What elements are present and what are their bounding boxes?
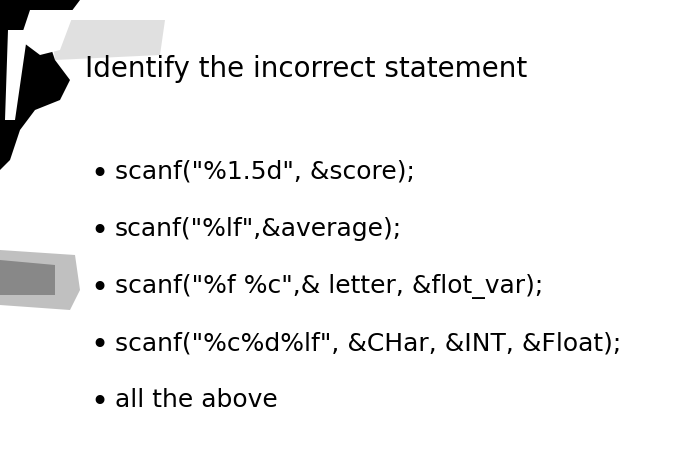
Text: Identify the incorrect statement: Identify the incorrect statement: [85, 55, 527, 83]
Text: •: •: [90, 217, 108, 246]
Text: scanf("%c%d%lf", &CHar, &INT, &Float);: scanf("%c%d%lf", &CHar, &INT, &Float);: [115, 331, 621, 355]
Text: scanf("%f %c",& letter, &flot_var);: scanf("%f %c",& letter, &flot_var);: [115, 274, 543, 299]
Polygon shape: [50, 20, 165, 60]
Text: •: •: [90, 274, 108, 303]
Text: •: •: [90, 331, 108, 360]
Text: all the above: all the above: [115, 388, 277, 412]
Text: scanf("%1.5d", &score);: scanf("%1.5d", &score);: [115, 160, 415, 184]
Text: •: •: [90, 160, 108, 189]
Text: •: •: [90, 388, 108, 417]
Polygon shape: [0, 250, 80, 310]
Text: scanf("%lf",&average);: scanf("%lf",&average);: [115, 217, 402, 241]
Polygon shape: [5, 30, 28, 120]
Polygon shape: [0, 260, 55, 295]
Polygon shape: [0, 0, 80, 170]
Polygon shape: [20, 10, 75, 55]
